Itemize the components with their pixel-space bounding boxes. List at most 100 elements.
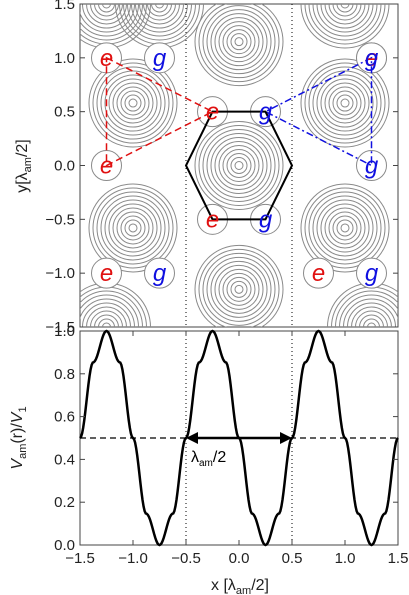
site-contour (303, 257, 334, 289)
contour-minimum (131, 4, 188, 33)
y-tick-label: 1.0 (54, 50, 75, 67)
g-site-label: g (259, 99, 273, 126)
contour-minimum (202, 5, 276, 79)
contour-minimum (147, 4, 172, 17)
contour-minimum (96, 66, 170, 140)
g-site-label: g (153, 45, 167, 72)
contour-minimum (151, 4, 168, 13)
contour-minimum (340, 4, 350, 9)
site-contour (356, 150, 387, 181)
contour-minimum (304, 4, 386, 45)
contour-minimum (112, 207, 154, 249)
top-y-axis-label: y[λam/2] (14, 139, 34, 193)
contour-minimum (336, 4, 354, 13)
y-tick-label: 1.5 (54, 0, 75, 13)
site-contour (91, 257, 122, 289)
contour-minimum (332, 215, 358, 241)
contour-minimum (124, 219, 142, 237)
contour-minimum (80, 4, 143, 41)
contour-minimum (104, 199, 162, 257)
arrow-label: λam/2 (191, 449, 226, 469)
y-tick-label: 0.2 (54, 494, 75, 511)
contour-minimum (351, 306, 392, 327)
contour-minimum (116, 211, 150, 245)
g-site-label: g (365, 153, 379, 180)
e-site-label: e (206, 99, 219, 126)
y-tick-label: −0.5 (45, 211, 75, 228)
contour-minimum (198, 4, 280, 83)
contour-minimum (336, 219, 354, 237)
contour-minimum (92, 62, 174, 144)
contour-minimum (347, 302, 396, 327)
contour-minimum (120, 90, 146, 116)
contour-minimum (230, 157, 248, 174)
y-tick-label: −1.0 (45, 265, 75, 282)
contour-minimum (94, 4, 119, 17)
contour-minimum (328, 4, 362, 21)
y-tick-label: 0.6 (54, 409, 75, 426)
g-site-label: g (365, 260, 379, 287)
contour-minimum (324, 4, 366, 25)
contour-minimum (98, 4, 115, 13)
contour-minimum (80, 298, 135, 327)
contour-minimum (226, 276, 252, 302)
contour-minimum (300, 58, 390, 148)
triangle-lines (105, 56, 373, 167)
x-tick-label: 0.0 (229, 550, 250, 567)
contour-minimum (234, 161, 244, 170)
contour-minimum (320, 78, 370, 128)
contour-minimum (304, 187, 386, 269)
y-tick-label: 1.0 (54, 323, 75, 340)
contour-minimum (194, 244, 284, 327)
contour-minimum (312, 70, 378, 136)
y-tick-label: 0.8 (54, 366, 75, 383)
contour-minimum (218, 268, 260, 310)
contour-minimum (316, 74, 374, 132)
contour-minimum (90, 310, 123, 327)
site-contour (356, 257, 387, 289)
contour-minimum (92, 187, 174, 269)
arrow-head-left (186, 432, 198, 444)
site-labels: e g ege ge ge ge g e g (100, 45, 379, 287)
contour-panel: e g ege ge ge ge g e g −1.5−1.0−0.50.00.51.01.5 … (14, 0, 399, 336)
contour-minimum (108, 203, 158, 253)
y-tick-label: −1.5 (45, 319, 75, 336)
contour-minimum (320, 4, 370, 29)
contour-minimum (308, 191, 382, 265)
site-contour (144, 42, 175, 74)
contour-minimum (218, 21, 260, 63)
contour-minimum (194, 121, 284, 210)
contour-minimum (312, 4, 378, 37)
contour-minimum (194, 4, 284, 87)
contour-minimum (234, 284, 244, 294)
contour-minimum (230, 33, 248, 51)
blue-triangle (263, 56, 373, 167)
contour-minimum (100, 70, 166, 136)
contour-minimum (230, 280, 248, 298)
contour-minimum (102, 4, 111, 9)
g-site-label: g (153, 260, 167, 287)
x-tick-label: 1.5 (388, 550, 409, 567)
contour-minimum (82, 302, 131, 327)
contour-minimum (222, 272, 256, 306)
contour-minimum (340, 223, 350, 233)
e-site-label: e (206, 206, 219, 233)
x-tick-label: 0.5 (282, 550, 303, 567)
contour-minimum (226, 153, 252, 178)
x-tick-label: −1.0 (118, 550, 148, 567)
contour-minimum (316, 4, 374, 33)
contour-minimum (120, 215, 146, 241)
contour-minimum (300, 4, 390, 49)
contour-minimum (340, 98, 350, 108)
contour-minimum (339, 294, 398, 327)
contour-minimum (108, 78, 158, 128)
contour-minimum (214, 141, 264, 190)
contour-minimum (343, 298, 398, 327)
contour-minimum (86, 306, 127, 327)
contour-minimum (206, 9, 272, 75)
e-site-label: e (100, 260, 113, 287)
e-site-label: e (312, 260, 325, 287)
contour-minimum (210, 137, 268, 194)
wavelength-arrow: λam/2 (186, 432, 292, 469)
